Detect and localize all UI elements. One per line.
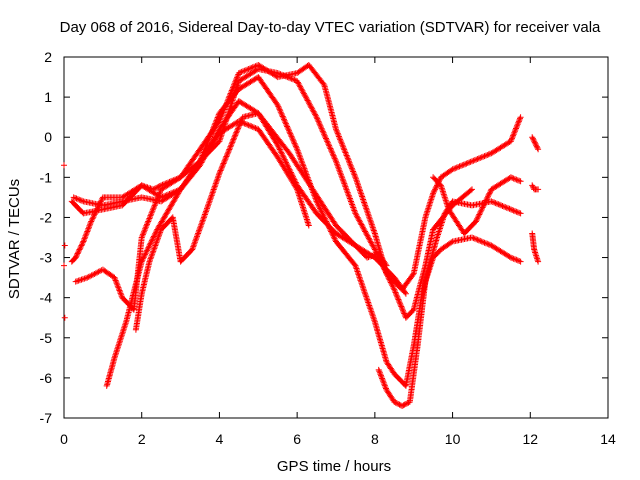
y-tick-label: -6 (40, 370, 53, 386)
y-tick-label: -7 (40, 410, 53, 426)
series-track-3 (72, 66, 475, 321)
y-tick-label: 1 (44, 89, 52, 105)
series-segment-11 (529, 134, 542, 153)
y-tick-label: -2 (40, 209, 53, 225)
x-tick-label: 4 (216, 431, 224, 447)
chart-title: Day 068 of 2016, Sidereal Day-to-day VTE… (60, 19, 601, 36)
x-tick-label: 6 (293, 431, 301, 447)
x-axis-title: GPS time / hours (277, 458, 391, 475)
marker-path (132, 110, 390, 333)
x-tick-label: 10 (445, 431, 461, 447)
series-segment-10 (529, 182, 542, 193)
y-tick-label: -5 (40, 330, 53, 346)
series-segment-9 (529, 230, 542, 265)
plot-area (63, 56, 609, 419)
plot-frame (63, 56, 609, 419)
y-tick-label: -1 (40, 169, 53, 185)
data-markers (61, 62, 542, 409)
x-tick-label: 2 (138, 431, 146, 447)
series-track-4 (68, 62, 524, 293)
marker-path (103, 74, 524, 389)
marker-path (68, 62, 524, 293)
series-track-8 (430, 174, 524, 237)
x-tick-label: 12 (522, 431, 538, 447)
x-tick-label: 14 (600, 431, 616, 447)
series-track-7 (375, 234, 524, 409)
marker-path (529, 230, 542, 265)
marker-path (61, 162, 68, 321)
x-tick-label: 8 (371, 431, 379, 447)
y-tick-label: 0 (44, 129, 52, 145)
y-tick-label: -4 (40, 290, 53, 306)
marker-path (529, 182, 542, 193)
marker-path (529, 134, 542, 153)
y-tick-label: -3 (40, 250, 53, 266)
x-tick-label: 0 (60, 431, 68, 447)
marker-path (375, 234, 524, 409)
axis-ticks (63, 56, 609, 419)
series-segment-12 (61, 162, 68, 321)
series-track-6 (132, 110, 390, 333)
marker-path (72, 66, 475, 321)
marker-path (430, 174, 524, 237)
y-tick-label: 2 (44, 49, 52, 65)
series-track-5 (103, 74, 524, 389)
y-axis-title: SDTVAR / TECUs (6, 179, 23, 299)
